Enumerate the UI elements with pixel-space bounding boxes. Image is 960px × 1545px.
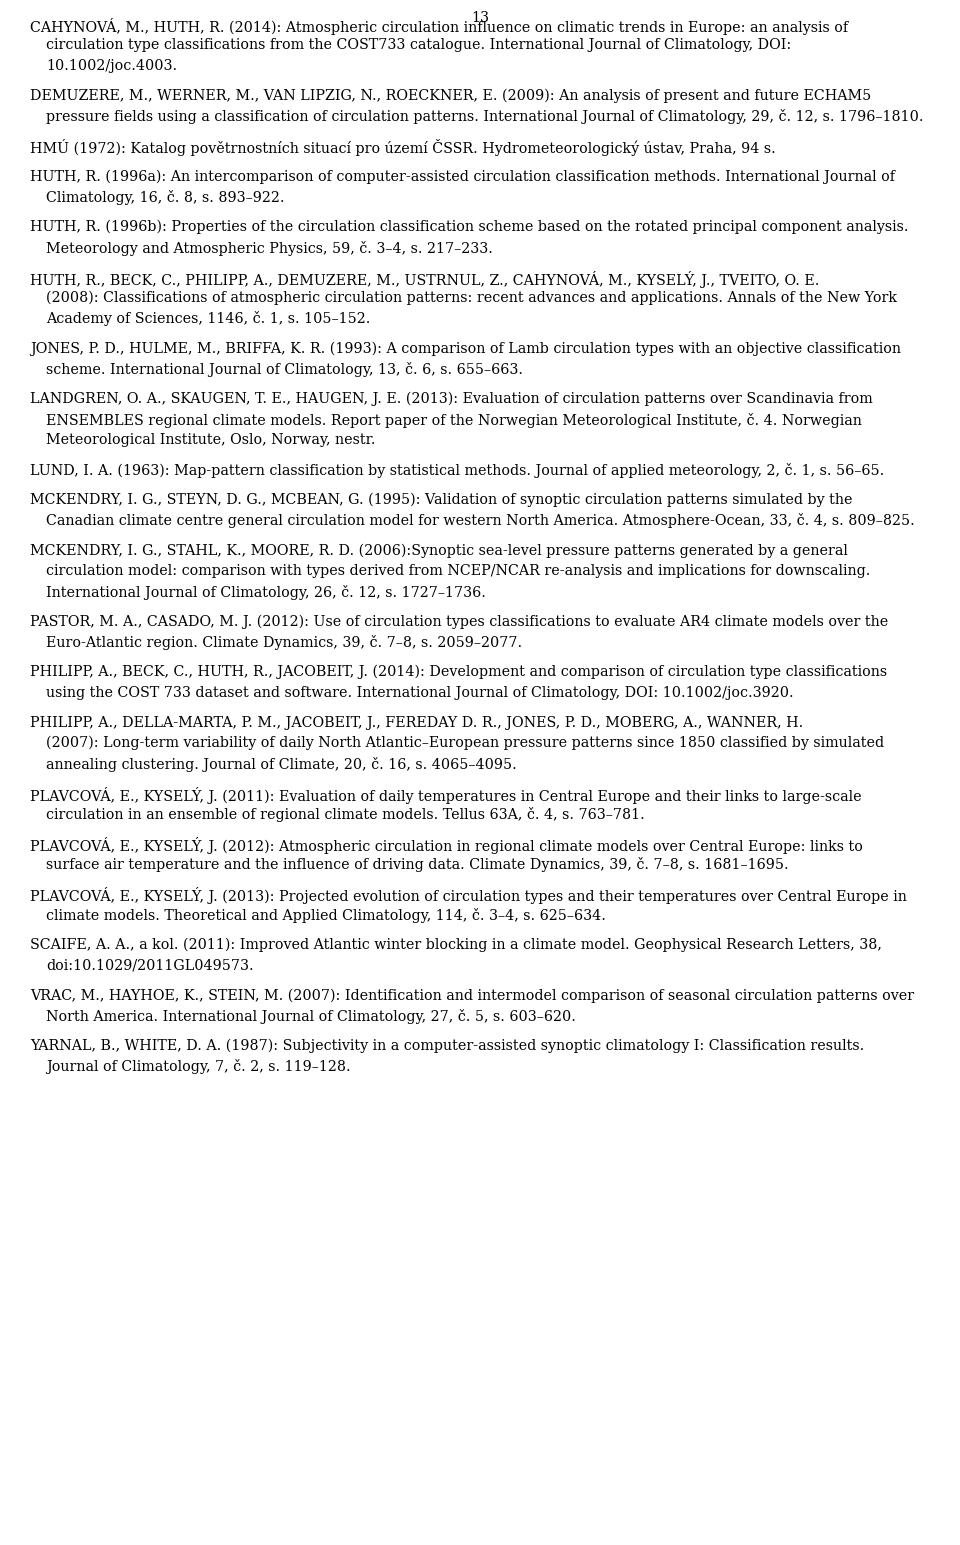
Text: circulation in an ensemble of regional climate models. Tellus 63A, č. 4, s. 763–: circulation in an ensemble of regional c… (46, 806, 645, 822)
Text: LUND, I. A. (1963): Map-pattern classification by statistical methods. Journal o: LUND, I. A. (1963): Map-pattern classifi… (30, 464, 884, 477)
Text: scheme. International Journal of Climatology, 13, č. 6, s. 655–663.: scheme. International Journal of Climato… (46, 362, 523, 377)
Text: JONES, P. D., HULME, M., BRIFFA, K. R. (1993): A comparison of Lamb circulation : JONES, P. D., HULME, M., BRIFFA, K. R. (… (30, 341, 901, 355)
Text: (2008): Classifications of atmospheric circulation patterns: recent advances and: (2008): Classifications of atmospheric c… (46, 290, 897, 306)
Text: PHILIPP, A., DELLA-MARTA, P. M., JACOBEIT, J., FEREDAY D. R., JONES, P. D., MOBE: PHILIPP, A., DELLA-MARTA, P. M., JACOBEI… (30, 715, 804, 729)
Text: annealing clustering. Journal of Climate, 20, č. 16, s. 4065–4095.: annealing clustering. Journal of Climate… (46, 757, 516, 771)
Text: ENSEMBLES regional climate models. Report paper of the Norwegian Meteorological : ENSEMBLES regional climate models. Repor… (46, 413, 862, 428)
Text: PLAVCOVÁ, E., KYSELÝ, J. (2012): Atmospheric circulation in regional climate mod: PLAVCOVÁ, E., KYSELÝ, J. (2012): Atmosph… (30, 837, 863, 854)
Text: MCKENDRY, I. G., STAHL, K., MOORE, R. D. (2006):Synoptic sea-level pressure patt: MCKENDRY, I. G., STAHL, K., MOORE, R. D.… (30, 544, 848, 558)
Text: 13: 13 (471, 11, 489, 25)
Text: HUTH, R. (1996a): An intercomparison of computer-assisted circulation classifica: HUTH, R. (1996a): An intercomparison of … (30, 170, 895, 184)
Text: circulation type classifications from the COST733 catalogue. International Journ: circulation type classifications from th… (46, 39, 791, 53)
Text: Academy of Sciences, 1146, č. 1, s. 105–152.: Academy of Sciences, 1146, č. 1, s. 105–… (46, 312, 371, 326)
Text: PHILIPP, A., BECK, C., HUTH, R., JACOBEIT, J. (2014): Development and comparison: PHILIPP, A., BECK, C., HUTH, R., JACOBEI… (30, 664, 887, 680)
Text: CAHYNOVÁ, M., HUTH, R. (2014): Atmospheric circulation influence on climatic tre: CAHYNOVÁ, M., HUTH, R. (2014): Atmospher… (30, 19, 848, 36)
Text: pressure fields using a classification of circulation patterns. International Jo: pressure fields using a classification o… (46, 110, 924, 125)
Text: 10.1002/joc.4003.: 10.1002/joc.4003. (46, 59, 178, 73)
Text: PLAVCOVÁ, E., KYSELÝ, J. (2011): Evaluation of daily temperatures in Central Eur: PLAVCOVÁ, E., KYSELÝ, J. (2011): Evaluat… (30, 786, 862, 803)
Text: Journal of Climatology, 7, č. 2, s. 119–128.: Journal of Climatology, 7, č. 2, s. 119–… (46, 1060, 350, 1074)
Text: HUTH, R. (1996b): Properties of the circulation classification scheme based on t: HUTH, R. (1996b): Properties of the circ… (30, 219, 908, 235)
Text: VRAC, M., HAYHOE, K., STEIN, M. (2007): Identification and intermodel comparison: VRAC, M., HAYHOE, K., STEIN, M. (2007): … (30, 989, 914, 1003)
Text: using the COST 733 dataset and software. International Journal of Climatology, D: using the COST 733 dataset and software.… (46, 686, 794, 700)
Text: PLAVCOVÁ, E., KYSELÝ, J. (2013): Projected evolution of circulation types and th: PLAVCOVÁ, E., KYSELÝ, J. (2013): Project… (30, 887, 907, 904)
Text: Meteorology and Atmospheric Physics, 59, č. 3–4, s. 217–233.: Meteorology and Atmospheric Physics, 59,… (46, 241, 492, 255)
Text: circulation model: comparison with types derived from NCEP/NCAR re-analysis and : circulation model: comparison with types… (46, 564, 871, 578)
Text: International Journal of Climatology, 26, č. 12, s. 1727–1736.: International Journal of Climatology, 26… (46, 584, 486, 599)
Text: doi:10.1029/2011GL049573.: doi:10.1029/2011GL049573. (46, 958, 253, 972)
Text: surface air temperature and the influence of driving data. Climate Dynamics, 39,: surface air temperature and the influenc… (46, 857, 788, 873)
Text: HMÚ (1972): Katalog povětrnostních situací pro území ČSSR. Hydrometeorologický ú: HMÚ (1972): Katalog povětrnostních situa… (30, 139, 776, 156)
Text: MCKENDRY, I. G., STEYN, D. G., MCBEAN, G. (1995): Validation of synoptic circula: MCKENDRY, I. G., STEYN, D. G., MCBEAN, G… (30, 493, 852, 507)
Text: climate models. Theoretical and Applied Climatology, 114, č. 3–4, s. 625–634.: climate models. Theoretical and Applied … (46, 908, 606, 922)
Text: Meteorological Institute, Oslo, Norway, nestr.: Meteorological Institute, Oslo, Norway, … (46, 433, 375, 447)
Text: LANDGREN, O. A., SKAUGEN, T. E., HAUGEN, J. E. (2013): Evaluation of circulation: LANDGREN, O. A., SKAUGEN, T. E., HAUGEN,… (30, 392, 873, 406)
Text: (2007): Long-term variability of daily North Atlantic–European pressure patterns: (2007): Long-term variability of daily N… (46, 735, 884, 751)
Text: PASTOR, M. A., CASADO, M. J. (2012): Use of circulation types classifications to: PASTOR, M. A., CASADO, M. J. (2012): Use… (30, 615, 888, 629)
Text: YARNAL, B., WHITE, D. A. (1987): Subjectivity in a computer-assisted synoptic cl: YARNAL, B., WHITE, D. A. (1987): Subject… (30, 1038, 864, 1054)
Text: Canadian climate centre general circulation model for western North America. Atm: Canadian climate centre general circulat… (46, 513, 915, 528)
Text: HUTH, R., BECK, C., PHILIPP, A., DEMUZERE, M., USTRNUL, Z., CAHYNOVÁ, M., KYSELÝ: HUTH, R., BECK, C., PHILIPP, A., DEMUZER… (30, 270, 820, 287)
Text: DEMUZERE, M., WERNER, M., VAN LIPZIG, N., ROECKNER, E. (2009): An analysis of pr: DEMUZERE, M., WERNER, M., VAN LIPZIG, N.… (30, 90, 872, 104)
Text: North America. International Journal of Climatology, 27, č. 5, s. 603–620.: North America. International Journal of … (46, 1009, 576, 1024)
Text: SCAIFE, A. A., a kol. (2011): Improved Atlantic winter blocking in a climate mod: SCAIFE, A. A., a kol. (2011): Improved A… (30, 938, 882, 952)
Text: Climatology, 16, č. 8, s. 893–922.: Climatology, 16, č. 8, s. 893–922. (46, 190, 284, 205)
Text: Euro-Atlantic region. Climate Dynamics, 39, č. 7–8, s. 2059–2077.: Euro-Atlantic region. Climate Dynamics, … (46, 635, 522, 650)
